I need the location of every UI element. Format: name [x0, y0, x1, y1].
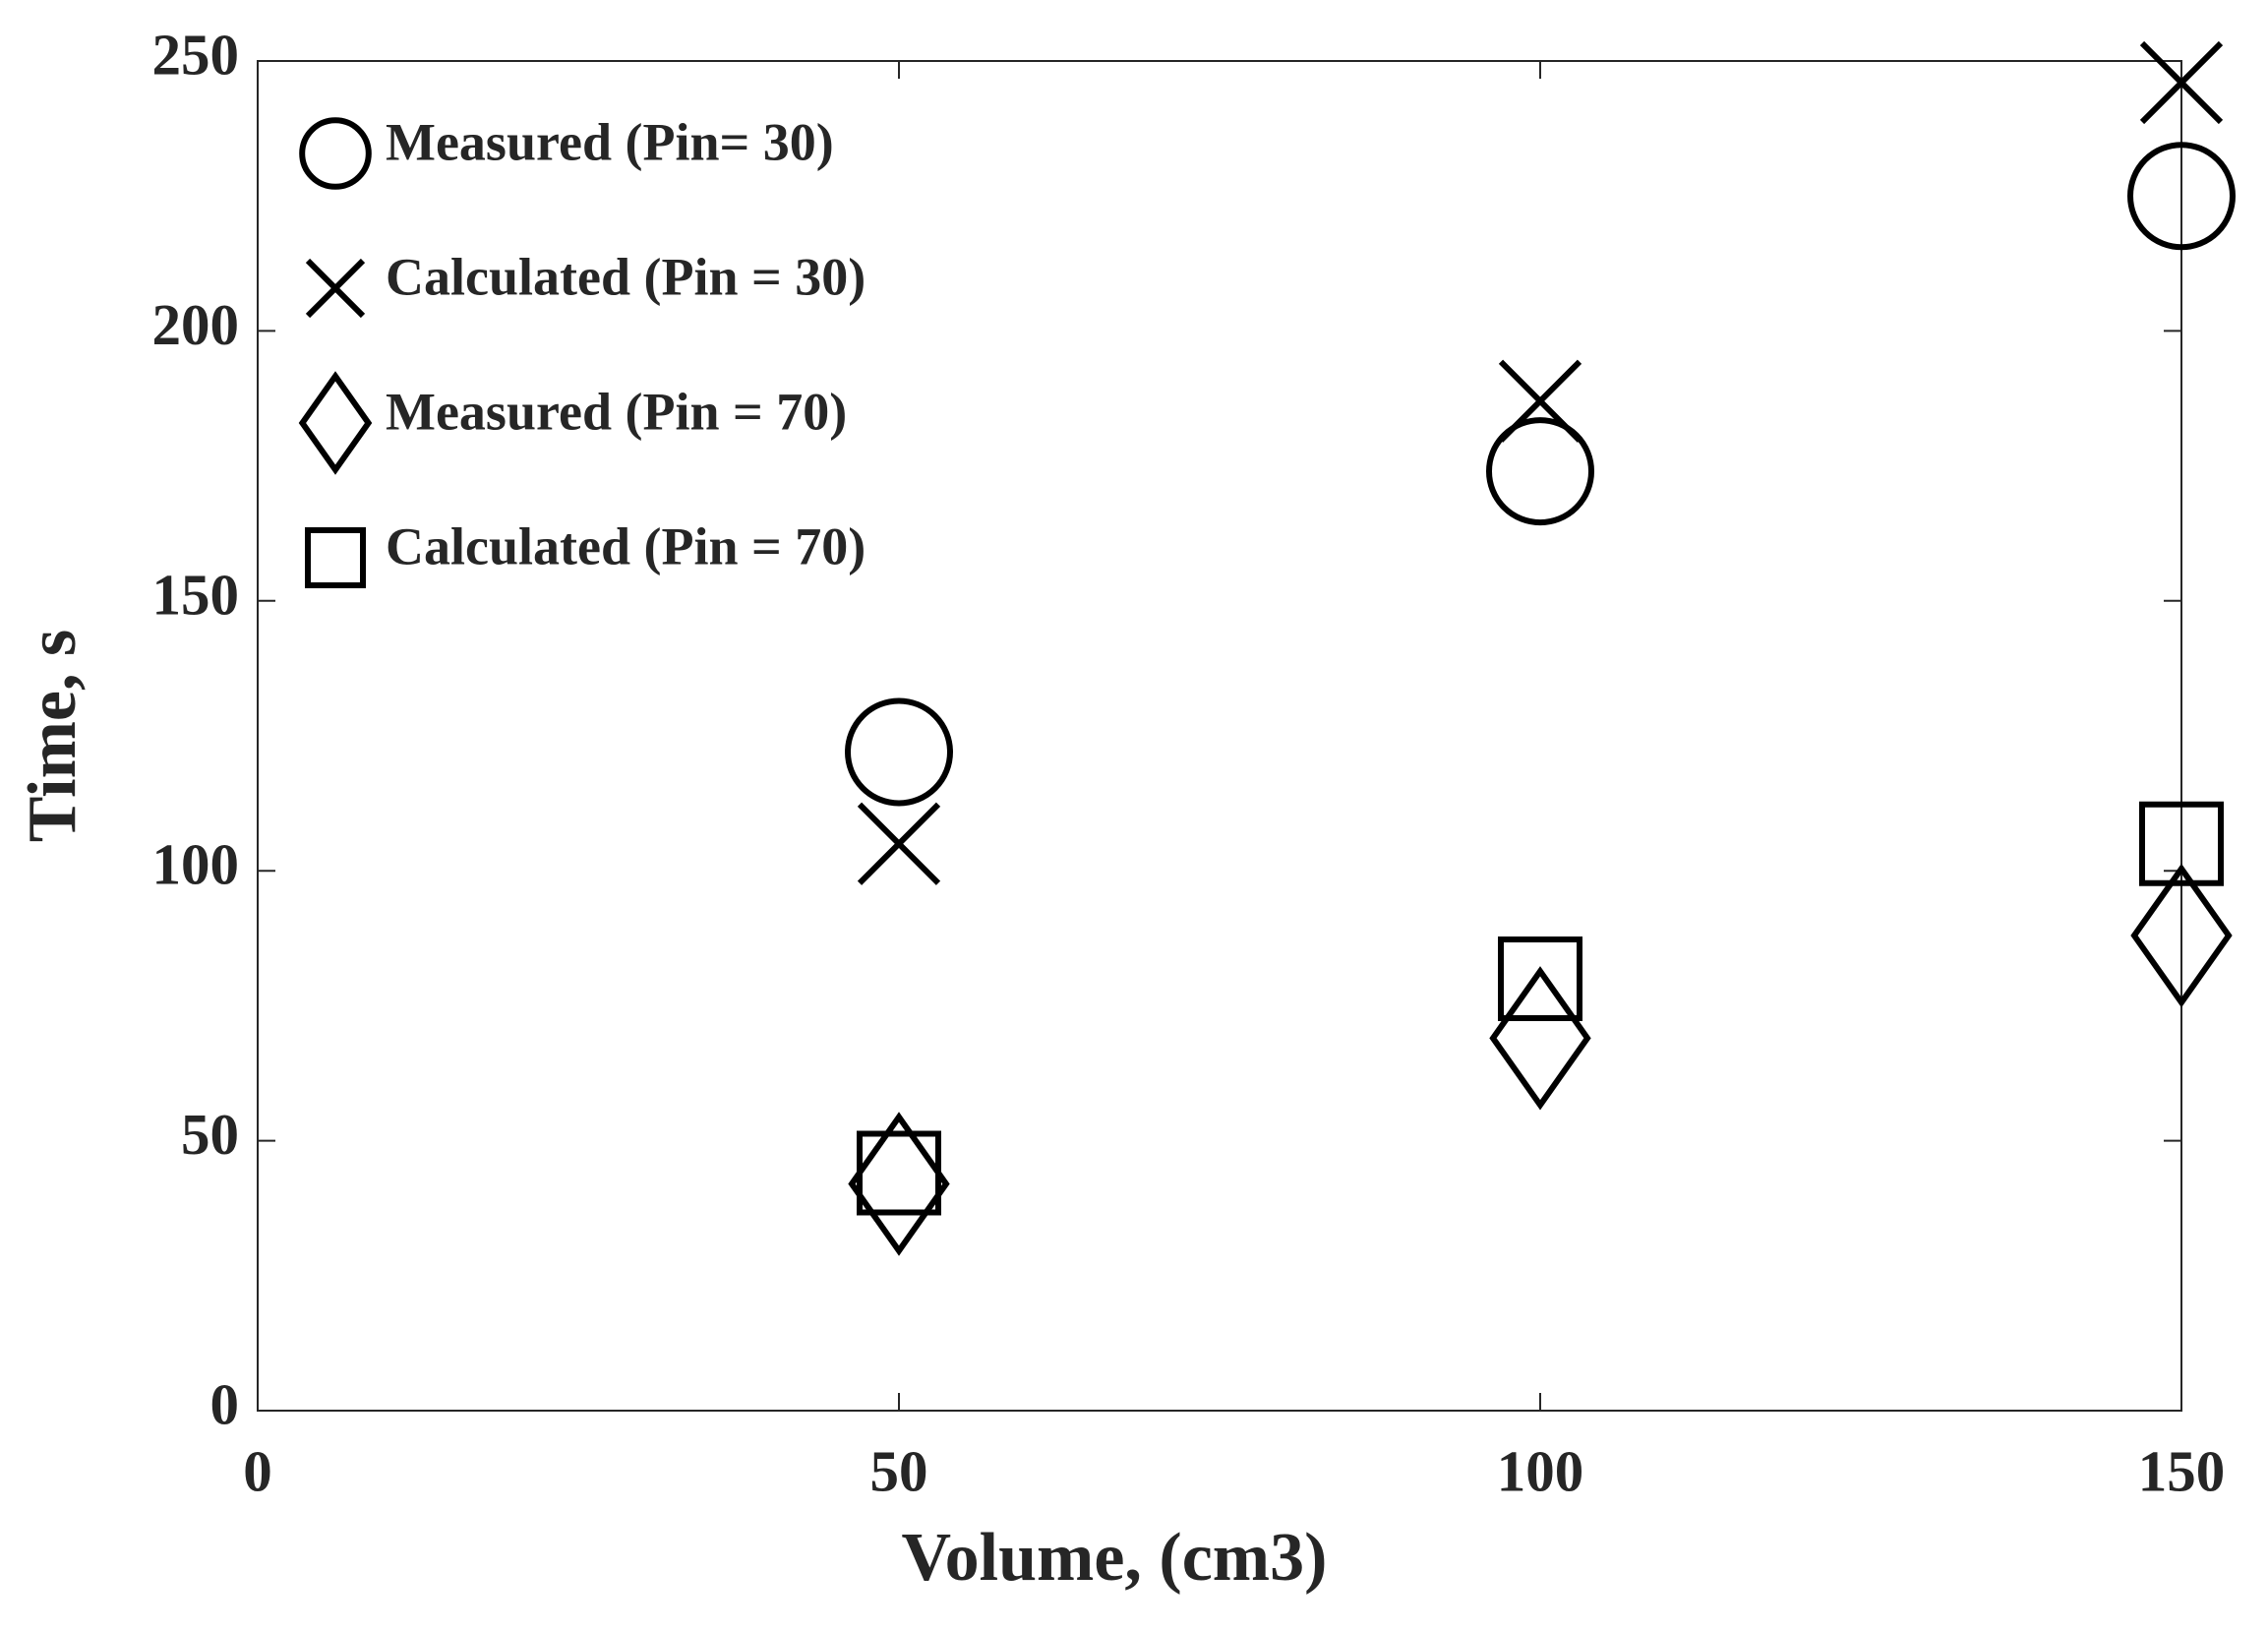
legend-label: Measured (Pin = 70)	[386, 382, 847, 441]
plot-frame	[257, 60, 2182, 1412]
data-point	[1489, 966, 1591, 1111]
data-point	[1498, 359, 1582, 443]
y-axis-label: Time, s	[15, 630, 90, 843]
data-point	[2139, 801, 2224, 886]
data-point	[857, 802, 941, 885]
data-point	[857, 1130, 941, 1216]
y-tick-label: 0	[210, 1372, 240, 1437]
legend-marker	[305, 527, 366, 588]
y-tick-label: 100	[152, 832, 240, 897]
x-axis-label: Volume, (cm3)	[902, 1520, 1328, 1596]
legend-label: Calculated (Pin = 30)	[386, 247, 865, 306]
x-tick-label: 50	[870, 1439, 928, 1504]
y-tick-label: 50	[181, 1102, 239, 1167]
data-point	[2126, 142, 2237, 251]
x-tick-label: 0	[243, 1439, 272, 1504]
y-tick-label: 200	[152, 292, 240, 357]
legend-marker	[299, 117, 372, 190]
data-point	[2130, 863, 2233, 1008]
legend-label: Calculated (Pin = 70)	[386, 516, 865, 575]
x-tick-label: 150	[2138, 1439, 2226, 1504]
data-point	[1498, 936, 1582, 1021]
legend-marker	[305, 258, 366, 319]
legend-marker	[298, 371, 373, 475]
x-tick-label: 100	[1497, 1439, 1584, 1504]
data-point	[848, 1112, 950, 1256]
y-tick-label: 250	[152, 23, 240, 88]
data-point	[2139, 40, 2224, 125]
data-point	[844, 697, 954, 807]
legend-label: Measured (Pin= 30)	[386, 112, 834, 171]
y-tick-label: 150	[152, 562, 240, 627]
